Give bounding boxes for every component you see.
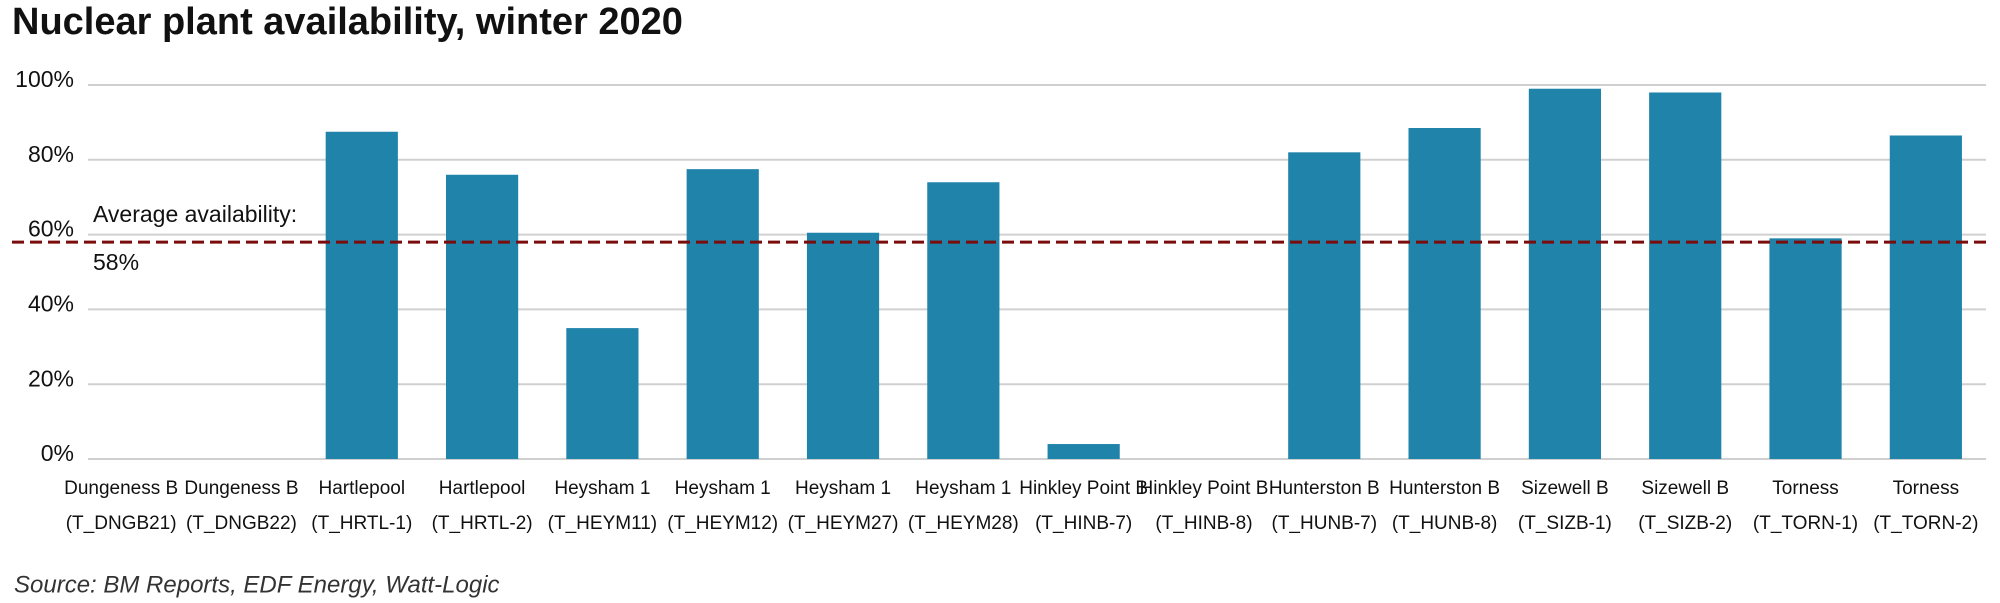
bar (1408, 128, 1481, 459)
bar (446, 174, 519, 459)
y-tick-label: 80% (28, 141, 74, 167)
bar (686, 169, 759, 459)
x-tick-label: (T_HINB-7) (1035, 513, 1132, 534)
x-tick-label: Hinkley Point B (1140, 478, 1269, 499)
bar (325, 131, 398, 459)
x-tick-label: Heysham 1 (795, 478, 891, 499)
x-tick-label: (T_HRTL-2) (432, 513, 533, 534)
x-tick-label: (T_SIZB-2) (1638, 513, 1732, 534)
x-tick-label: (T_HUNB-8) (1392, 513, 1498, 534)
x-tick-label: (T_HEYM12) (667, 513, 778, 534)
x-tick-label: Heysham 1 (675, 478, 771, 499)
x-tick-label: Hartlepool (439, 478, 526, 499)
x-tick-label: Torness (1893, 478, 1960, 499)
x-tick-label: (T_HUNB-7) (1272, 513, 1378, 534)
x-tick-label: (T_DNGB22) (186, 513, 297, 534)
y-tick-label: 100% (15, 66, 74, 92)
y-tick-label: 40% (28, 290, 74, 316)
bar (1528, 88, 1601, 460)
x-tick-label: (T_DNGB21) (66, 513, 177, 534)
bar (566, 328, 639, 459)
x-tick-label: Hinkley Point B (1019, 478, 1148, 499)
x-tick-label: (T_HEYM27) (788, 513, 899, 534)
x-tick-label: Heysham 1 (554, 478, 650, 499)
x-tick-label: Hartlepool (318, 478, 405, 499)
x-tick-label: (T_TORN-1) (1753, 513, 1858, 534)
x-tick-label: (T_HINB-8) (1155, 513, 1252, 534)
bar (1769, 238, 1842, 459)
x-tick-label: (T_HEYM28) (908, 513, 1019, 534)
bar (1047, 444, 1120, 459)
x-tick-label: Sizewell B (1641, 478, 1729, 499)
x-tick-label: Heysham 1 (915, 478, 1011, 499)
chart-title: Nuclear plant availability, winter 2020 (12, 1, 683, 43)
x-tick-label: Torness (1772, 478, 1839, 499)
x-tick-label: (T_TORN-2) (1873, 513, 1978, 534)
x-tick-label: Hunterston B (1269, 478, 1380, 499)
bar (927, 182, 1000, 460)
x-tick-label: (T_SIZB-1) (1518, 513, 1612, 534)
y-tick-label: 60% (28, 216, 74, 242)
bar (1889, 135, 1962, 460)
average-label: Average availability: (93, 201, 297, 227)
average-value-label: 58% (93, 249, 139, 275)
source-note: Source: BM Reports, EDF Energy, Watt-Log… (14, 571, 500, 598)
x-tick-label: Dungeness B (64, 478, 178, 499)
y-tick-label: 0% (41, 440, 74, 466)
bar (806, 232, 880, 459)
x-tick-label: Dungeness B (184, 478, 298, 499)
x-tick-label: Hunterston B (1389, 478, 1500, 499)
x-tick-label: (T_HEYM11) (548, 513, 657, 534)
bar (1288, 152, 1361, 459)
bar (1649, 92, 1722, 459)
x-tick-label: (T_HRTL-1) (311, 513, 412, 534)
x-tick-label: Sizewell B (1521, 478, 1609, 499)
y-tick-label: 20% (28, 365, 74, 391)
